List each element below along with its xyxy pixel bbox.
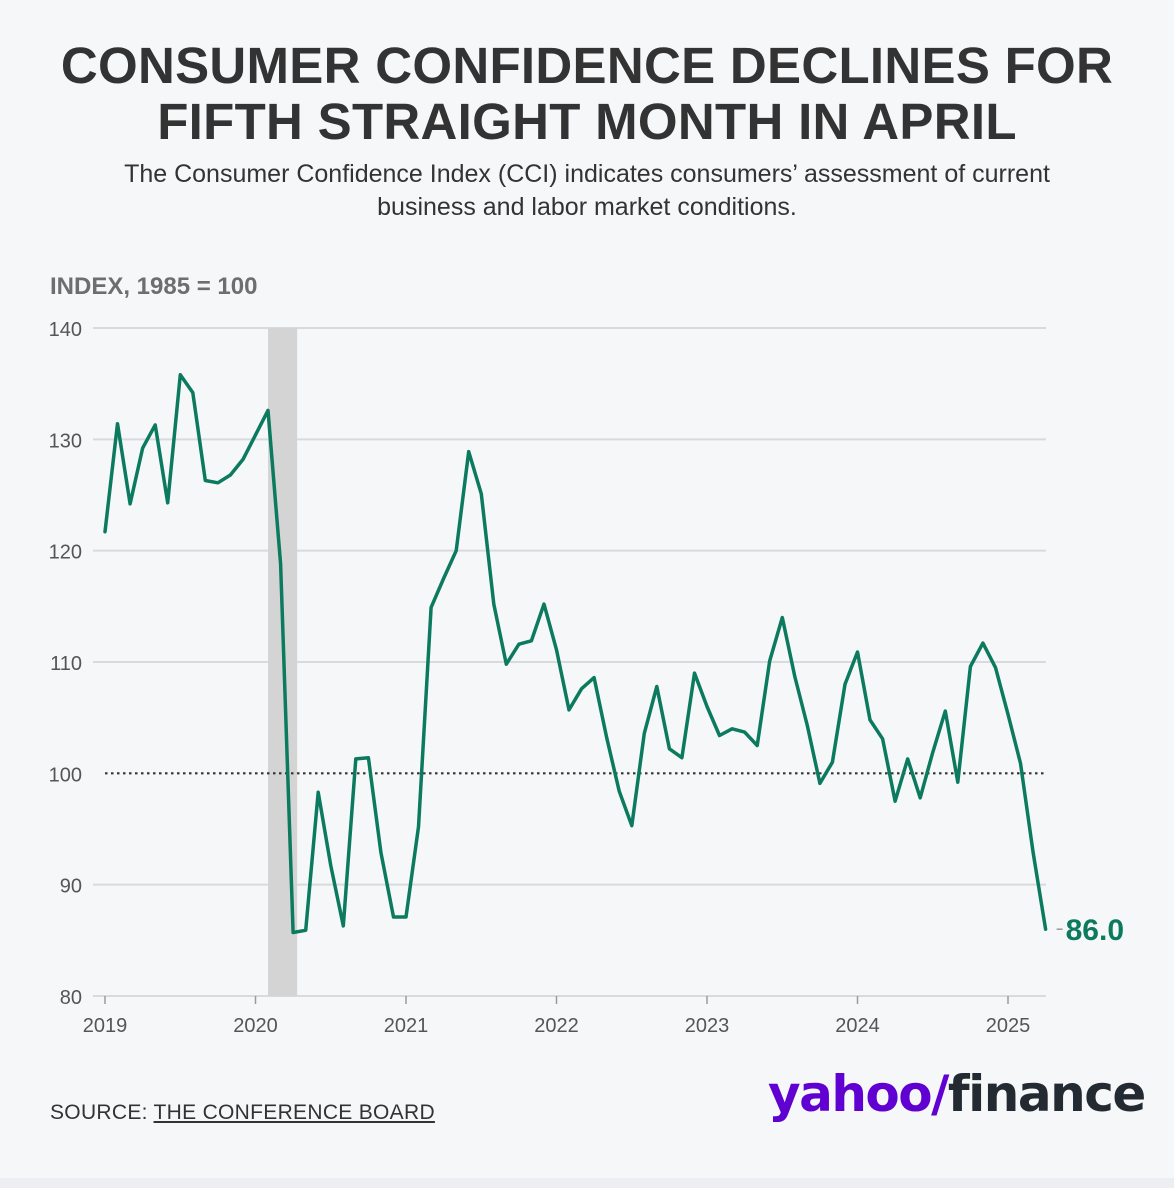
y-axis-label: INDEX, 1985 = 100 — [50, 273, 258, 300]
x-tick-2020: 2020 — [233, 1015, 278, 1037]
x-tick-2019: 2019 — [83, 1015, 128, 1037]
end-label-group: 86.0 — [1056, 914, 1124, 947]
title-line-1: CONSUMER CONFIDENCE DECLINES FOR — [60, 37, 1114, 94]
title-line-2: FIFTH STRAIGHT MONTH IN APRIL — [157, 93, 1017, 150]
bottom-strip — [0, 1178, 1174, 1188]
y-tick-110: 110 — [50, 653, 82, 675]
chart-title: CONSUMER CONFIDENCE DECLINES FOR FIFTH S… — [0, 38, 1174, 150]
x-tick-2025: 2025 — [986, 1015, 1031, 1037]
logo-yahoo: yahoo — [768, 1065, 933, 1123]
source-link[interactable]: THE CONFERENCE BOARD — [153, 1101, 435, 1124]
y-tick-140: 140 — [49, 319, 82, 341]
end-value-label: 86.0 — [1066, 914, 1124, 947]
x-tick-labels: 2019 2020 2021 2022 2023 2024 2025 — [83, 996, 1031, 1037]
yahoo-finance-logo: yahoo/finance — [768, 1064, 1146, 1124]
y-tick-100: 100 — [49, 764, 82, 786]
source-label: SOURCE: — [50, 1101, 154, 1124]
x-tick-2022: 2022 — [534, 1015, 579, 1037]
y-tick-130: 130 — [49, 430, 82, 452]
x-tick-2024: 2024 — [835, 1015, 880, 1037]
series-cci — [103, 373, 1048, 935]
subtitle-line-2: business and labor market conditions. — [377, 193, 797, 221]
line-chart: 80 90 100 110 120 130 140 2019 2020 2021 2022 2023… — [49, 319, 1124, 1037]
source-note: SOURCE: THE CONFERENCE BOARD — [50, 1101, 435, 1125]
logo-finance: finance — [947, 1065, 1146, 1123]
logo-slash: / — [931, 1065, 949, 1123]
x-tick-2023: 2023 — [685, 1015, 730, 1037]
subtitle-line-1: The Consumer Confidence Index (CCI) indi… — [124, 160, 1050, 188]
x-tick-2021: 2021 — [384, 1015, 429, 1037]
y-tick-90: 90 — [60, 876, 82, 898]
gridlines — [93, 327, 1046, 997]
y-tick-80: 80 — [60, 987, 82, 1009]
y-tick-120: 120 — [49, 542, 82, 564]
series-line — [103, 373, 1048, 935]
y-tick-labels: 80 90 100 110 120 130 140 — [49, 319, 82, 1009]
chart-subtitle: The Consumer Confidence Index (CCI) indi… — [60, 158, 1114, 224]
